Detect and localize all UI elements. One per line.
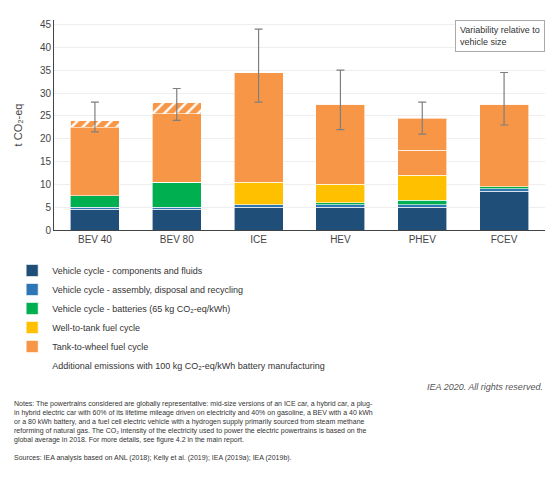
svg-text:PHEV: PHEV (409, 234, 437, 245)
svg-text:10: 10 (40, 179, 52, 190)
svg-text:Vehicle cycle - assembly, disp: Vehicle cycle - assembly, disposal and r… (52, 285, 243, 295)
svg-text:t CO₂-eq: t CO₂-eq (12, 104, 24, 147)
svg-text:HEV: HEV (330, 234, 351, 245)
svg-text:25: 25 (40, 110, 52, 121)
svg-text:30: 30 (40, 88, 52, 99)
svg-text:5: 5 (45, 202, 51, 213)
svg-text:Notes: The powertrains conside: Notes: The powertrains considered are gl… (14, 400, 373, 444)
svg-text:45: 45 (40, 19, 52, 30)
svg-text:20: 20 (40, 133, 52, 144)
svg-text:Vehicle cycle - components and: Vehicle cycle - components and fluids (52, 266, 203, 276)
svg-text:40: 40 (40, 42, 52, 53)
svg-text:Additional emissions with 100: Additional emissions with 100 kg CO₂-eq/… (52, 361, 325, 371)
svg-text:FCEV: FCEV (491, 234, 518, 245)
svg-text:35: 35 (40, 65, 52, 76)
svg-text:Tank-to-wheel fuel cycle: Tank-to-wheel fuel cycle (52, 342, 148, 352)
svg-text:0: 0 (45, 225, 51, 236)
svg-text:Vehicle cycle - batteries (65: Vehicle cycle - batteries (65 kg CO₂-eq/… (52, 304, 230, 314)
svg-text:Sources: IEA analysis based on: Sources: IEA analysis based on ANL (2018… (14, 454, 292, 462)
svg-text:Well-to-tank fuel cycle: Well-to-tank fuel cycle (52, 323, 140, 333)
svg-text:15: 15 (40, 156, 52, 167)
svg-text:BEV 40: BEV 40 (78, 234, 112, 245)
svg-text:ICE: ICE (250, 234, 267, 245)
svg-text:Variability relative tovehicle: Variability relative tovehicle size (460, 25, 540, 47)
svg-text:IEA 2020. All rights reserved.: IEA 2020. All rights reserved. (427, 382, 543, 392)
svg-text:BEV 80: BEV 80 (160, 234, 194, 245)
